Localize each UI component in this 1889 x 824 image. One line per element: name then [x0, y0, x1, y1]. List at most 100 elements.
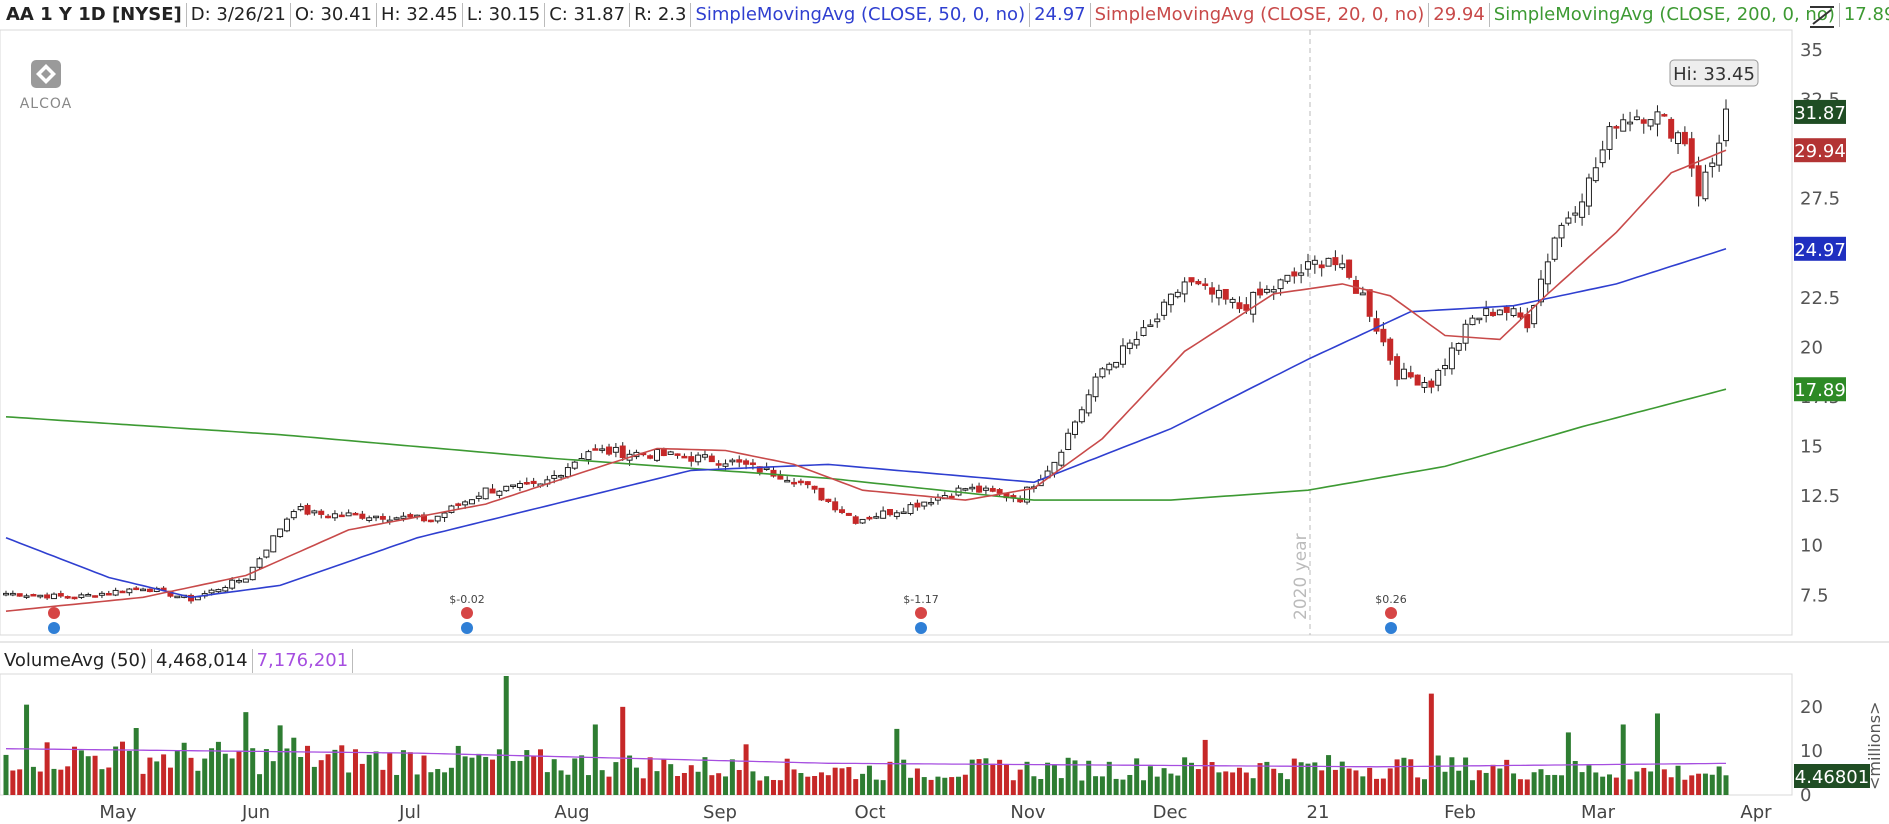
volume-bar [1072, 760, 1078, 795]
candle-body [852, 516, 859, 524]
candle-body [996, 489, 1003, 494]
volume-bar [222, 753, 228, 795]
candle-body [1496, 309, 1503, 316]
candle-body [235, 580, 242, 583]
company-logo: ALCOA [14, 58, 78, 112]
volume-bar [1284, 779, 1290, 795]
candle-body [962, 488, 969, 491]
sma200-value: 17.89 [1843, 4, 1889, 25]
candle-body [283, 518, 290, 532]
candle-body [1435, 369, 1442, 386]
dividend-event-icon [1385, 607, 1397, 619]
candle-body [30, 593, 37, 597]
candle-body [1723, 108, 1729, 142]
candle-body [976, 485, 983, 493]
sma50-value: 24.97 [1030, 3, 1091, 27]
volume-bar [394, 774, 400, 795]
sma200-label[interactable]: SimpleMovingAvg (CLOSE, 200, 0, no) [1490, 3, 1840, 27]
volume-bar [866, 765, 872, 795]
volume-bar [257, 774, 263, 795]
volume-bar [1648, 771, 1654, 795]
volume-bar [709, 775, 715, 795]
candle-body [1490, 311, 1497, 317]
candle-body [1483, 308, 1490, 316]
volume-bar [750, 771, 756, 795]
volume-bar [729, 759, 735, 795]
volume-bar [1627, 779, 1633, 795]
candle-body [1380, 328, 1387, 343]
sma20-label[interactable]: SimpleMovingAvg (CLOSE, 20, 0, no) [1091, 3, 1430, 27]
candle-body [900, 511, 907, 514]
volume-bar [1517, 779, 1523, 795]
sma50-label[interactable]: SimpleMovingAvg (CLOSE, 50, 0, no) [691, 3, 1031, 27]
volume-bar [1141, 780, 1147, 795]
candle-body [1565, 217, 1572, 224]
candle-body [256, 558, 263, 568]
volume-bar [1312, 762, 1318, 795]
date-label: D: 3/26/21 [187, 3, 291, 27]
volume-bar [1675, 765, 1681, 795]
candle-body [1394, 356, 1401, 380]
price-axis-tick-label: 15 [1800, 437, 1823, 458]
sma20-value: 29.94 [1429, 3, 1490, 27]
candle-body [1174, 291, 1181, 298]
candle-body [743, 460, 750, 465]
volume-bar [65, 766, 71, 795]
volume-bar [997, 759, 1003, 795]
volume-bar [1394, 759, 1400, 795]
volume-bar [592, 724, 598, 795]
volume-bar [1408, 759, 1414, 795]
candle-body [1058, 451, 1065, 466]
candle-body [468, 499, 475, 505]
candle-body [921, 501, 928, 507]
drawing-tools-icon[interactable] [1807, 4, 1837, 30]
volume-bar [620, 706, 626, 795]
candle-body [886, 508, 893, 516]
candle-body [571, 461, 578, 469]
candle-body [359, 513, 366, 519]
candle-body [1654, 111, 1661, 125]
volume-bar [1483, 772, 1489, 795]
candle-body [1407, 372, 1414, 378]
candle-body [818, 487, 825, 501]
candle-body [1126, 342, 1133, 349]
volume-bar [209, 748, 215, 795]
x-axis-month-label: Apr [1740, 802, 1772, 823]
volume-bar [1545, 775, 1551, 795]
candle-body [16, 593, 23, 597]
volume-bar [1236, 767, 1242, 795]
volume-bar [1380, 778, 1386, 795]
candle-body [1428, 380, 1435, 388]
volume-bar [455, 745, 461, 795]
candle-body [297, 506, 304, 511]
volume-badge [1794, 764, 1870, 788]
volume-bar [99, 769, 105, 795]
symbol-label[interactable]: AA 1 Y 1D [NYSE] [2, 3, 187, 27]
volume-avg-label[interactable]: VolumeAvg (50) [0, 649, 152, 673]
candle-body [1161, 301, 1168, 316]
volume-bar [1469, 780, 1475, 795]
volume-bar [284, 748, 290, 795]
volume-bar [1168, 773, 1174, 795]
candle-body [325, 515, 332, 519]
candle-body [1181, 281, 1188, 295]
volume-bar [1374, 778, 1380, 795]
price-axis-tick-label: 10 [1800, 536, 1823, 557]
volume-bar [1682, 779, 1688, 795]
candle-body [1462, 323, 1469, 344]
candle-body [1099, 368, 1106, 378]
price-axis-tick-label: 20 [1800, 337, 1823, 358]
volume-bar [688, 765, 694, 795]
volume-bar [585, 775, 591, 795]
candle-body [1257, 288, 1264, 296]
x-axis-month-label: Sep [703, 802, 737, 823]
volume-bar [949, 777, 955, 795]
candle-body [845, 512, 852, 516]
volume-bar [935, 776, 941, 795]
volume-bar [1661, 769, 1667, 795]
volume-bar [339, 745, 345, 795]
volume-bar [1003, 764, 1009, 795]
volume-bar [1490, 764, 1496, 795]
x-axis-month-label: Mar [1581, 802, 1616, 823]
